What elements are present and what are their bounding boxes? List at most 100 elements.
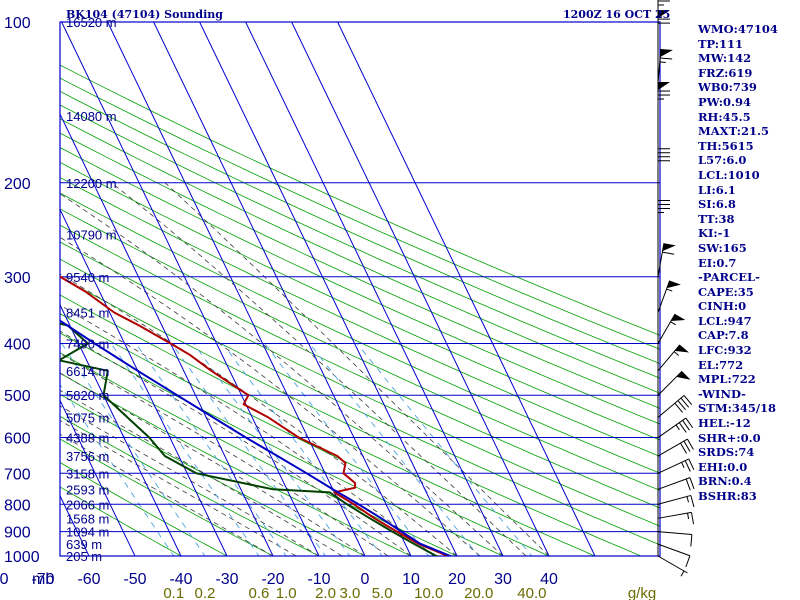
wind-barb-half-feather: [686, 496, 690, 503]
wind-barb-feather: [678, 422, 687, 433]
temperature-tick-label: 10: [402, 571, 420, 588]
wind-barb: [657, 313, 686, 344]
mixing-ratio-label: 2.0: [315, 585, 336, 600]
dry-adiabat-line: [60, 177, 660, 457]
wind-barb: [657, 148, 670, 183]
pressure-tick-label: 600: [4, 431, 31, 448]
mixing-ratio-line: [171, 343, 327, 556]
wind-barb-feather: [683, 395, 693, 406]
wind-barb-staff: [657, 417, 687, 438]
wind-barb-feather: [680, 397, 690, 408]
mixing-ratio-label: 0.1: [163, 585, 184, 600]
wind-barb-feather: [684, 460, 691, 472]
wind-barb-half-feather: [675, 424, 680, 431]
wind-barb-staff: [657, 458, 690, 474]
dry-adiabat-line: [60, 161, 660, 441]
wind-barb: [657, 543, 691, 568]
index-value: EL:772: [698, 357, 744, 372]
wind-barb-staff: [657, 543, 691, 557]
isotherm-line: [60, 399, 136, 556]
wind-barb-half-feather: [687, 513, 690, 520]
mixing-ratio-line: [222, 343, 383, 556]
wind-barb-staff: [657, 280, 671, 313]
wind-barb-feather: [688, 458, 695, 471]
mixing-ratio-line: [264, 343, 430, 556]
wind-barb-half-feather: [673, 351, 679, 356]
wind-barb-staff: [657, 395, 685, 418]
wind-barb-flag: [676, 371, 691, 380]
wind-barb-flag: [674, 344, 690, 353]
wind-barb: [657, 10, 670, 45]
index-value: TT:38: [698, 211, 735, 226]
moist-adiabat-line: [164, 182, 550, 556]
height-label: 12200 m: [66, 176, 117, 191]
dry-adiabat-line: [60, 393, 366, 556]
wind-barb: [657, 199, 670, 235]
dry-adiabat-line: [60, 208, 660, 491]
mixing-ratio-label: 3.0: [339, 585, 360, 600]
isotherm-line: [107, 22, 366, 556]
mixing-ratio-label: 1.0: [276, 585, 297, 600]
height-label: 7490 m: [66, 337, 109, 352]
wind-barb: [657, 477, 695, 491]
parcel-trace: [60, 319, 453, 556]
pressure-tick-label: 800: [4, 497, 31, 514]
pressure-unit-label: mb: [32, 571, 54, 588]
temperature-tick-label: -60: [77, 571, 100, 588]
pressure-tick-label: 100: [4, 15, 31, 32]
wind-barb-feather: [682, 420, 690, 431]
dry-adiabat-line: [60, 118, 660, 394]
height-label: 2593 m: [66, 482, 109, 497]
index-value: FRZ:619: [698, 65, 753, 80]
dry-adiabat-line: [60, 132, 660, 409]
wind-barb-half-feather: [670, 321, 676, 326]
index-value: SW:165: [698, 240, 747, 255]
temperature-tick-label: -50: [123, 571, 146, 588]
wind-barb-half-feather: [681, 462, 685, 468]
index-value: TH:5615: [698, 138, 754, 153]
wind-barb: [657, 511, 695, 525]
temperature-tick-label: -20: [261, 571, 284, 588]
wind-barb-flag: [666, 280, 681, 289]
height-label: 10790 m: [66, 227, 117, 242]
index-value: STM:345/18: [698, 401, 777, 416]
wind-barb-staff: [657, 370, 683, 396]
index-value: MAXT:21.5: [698, 124, 769, 139]
index-value: CAP:7.8: [698, 328, 749, 343]
mixing-ratio-line: [135, 343, 287, 556]
wind-barb: [657, 344, 690, 372]
temperature-tick-label: 20: [448, 571, 466, 588]
plot-border: [59, 21, 661, 557]
moist-adiabat-line: [111, 182, 527, 556]
wind-barb-staff: [657, 531, 692, 536]
index-value: CINH:0: [698, 299, 747, 314]
index-value: PW:0.94: [698, 94, 752, 109]
temperature-tick-label: -40: [169, 571, 192, 588]
mixing-ratio-label: 10.0: [414, 585, 443, 600]
wind-barb: [657, 395, 693, 418]
wind-barb-feather: [689, 477, 695, 490]
dry-adiabat-line: [60, 415, 320, 556]
index-value: MPL:722: [698, 372, 756, 387]
index-value: EHI:0.0: [698, 459, 748, 474]
wind-barb: [657, 438, 694, 457]
mixing-ratio-unit: g/kg: [628, 585, 656, 600]
dry-adiabat-line: [60, 461, 228, 556]
isotherm-line: [199, 22, 458, 556]
wind-barb-feather: [690, 495, 695, 508]
temperature-tick-label: 30: [494, 571, 512, 588]
mixing-ratio-label: 20.0: [464, 585, 493, 600]
pressure-tick-label: 300: [4, 270, 31, 287]
wind-barb: [657, 494, 695, 508]
isotherm-line: [337, 22, 596, 556]
dry-adiabat-line: [60, 64, 660, 336]
wind-barb: [657, 531, 693, 547]
station-title: BK104 (47104) Sounding: [66, 8, 223, 21]
wind-barb-feather: [683, 440, 691, 452]
wind-barb-feather: [677, 400, 687, 411]
height-label: 5820 m: [66, 388, 109, 403]
index-value: KI:-1: [698, 226, 731, 241]
index-value: RH:45.5: [698, 109, 751, 124]
height-label: 1568 m: [66, 511, 109, 526]
